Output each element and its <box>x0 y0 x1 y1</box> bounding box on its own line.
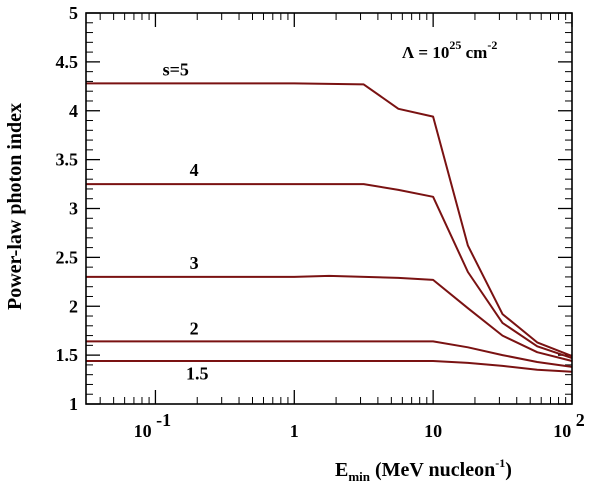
x-axis-title-main: E <box>335 459 348 481</box>
series-label: 3 <box>190 253 199 273</box>
x-tick-label-exponent: 2 <box>571 410 585 430</box>
annotation-exponent: 25 <box>449 38 461 52</box>
y-tick-label: 2.5 <box>56 247 79 267</box>
series-line-s5 <box>86 82 573 358</box>
x-tick-label: 10 <box>424 421 442 441</box>
x-axis-title: Emin (MeV nucleon-1) <box>335 456 512 484</box>
series-label: 1.5 <box>186 364 209 384</box>
plot-frame <box>85 12 573 405</box>
x-axis-title-superscript: -1 <box>495 456 505 470</box>
x-axis-title-close: ) <box>505 459 512 481</box>
lambda-annotation: Λ = 1025 cm-2 <box>402 38 497 62</box>
x-tick-label-base: 10 <box>553 421 571 441</box>
x-tick-label: 1 <box>290 421 299 441</box>
series-line-s3 <box>86 274 573 362</box>
x-tick-label: 10 2 <box>553 410 585 441</box>
series-label: 2 <box>190 319 199 339</box>
curves-layer <box>86 82 573 373</box>
y-tick-label: 4 <box>69 101 78 121</box>
series-label: s=5 <box>163 60 189 80</box>
y-tick-label: 5 <box>69 3 78 23</box>
annotation-unit: cm <box>461 43 487 62</box>
x-tick-label-base: 10 <box>134 421 152 441</box>
x-axis-title-unit: (MeV nucleon <box>370 459 495 481</box>
y-axis-title: Power-law photon index <box>4 103 26 310</box>
annotation-symbol: Λ = 10 <box>402 43 449 62</box>
ticks-layer <box>86 12 573 405</box>
x-axis-title-subscript: min <box>348 469 370 484</box>
y-tick-label: 1.5 <box>56 345 79 365</box>
annotation-unit-exponent: -2 <box>487 38 497 52</box>
y-tick-label: 4.5 <box>56 52 79 72</box>
y-tick-label: 1 <box>69 394 78 414</box>
y-tick-label: 3 <box>69 199 78 219</box>
series-line-s1.5 <box>86 360 573 373</box>
series-label: 4 <box>190 160 199 180</box>
series-line-s4 <box>86 183 573 360</box>
x-tick-label: 10 -1 <box>134 410 172 441</box>
y-tick-label: 3.5 <box>56 150 79 170</box>
x-tick-label-exponent: -1 <box>152 410 172 430</box>
y-tick-label: 2 <box>69 296 78 316</box>
series-line-s2 <box>86 340 573 368</box>
